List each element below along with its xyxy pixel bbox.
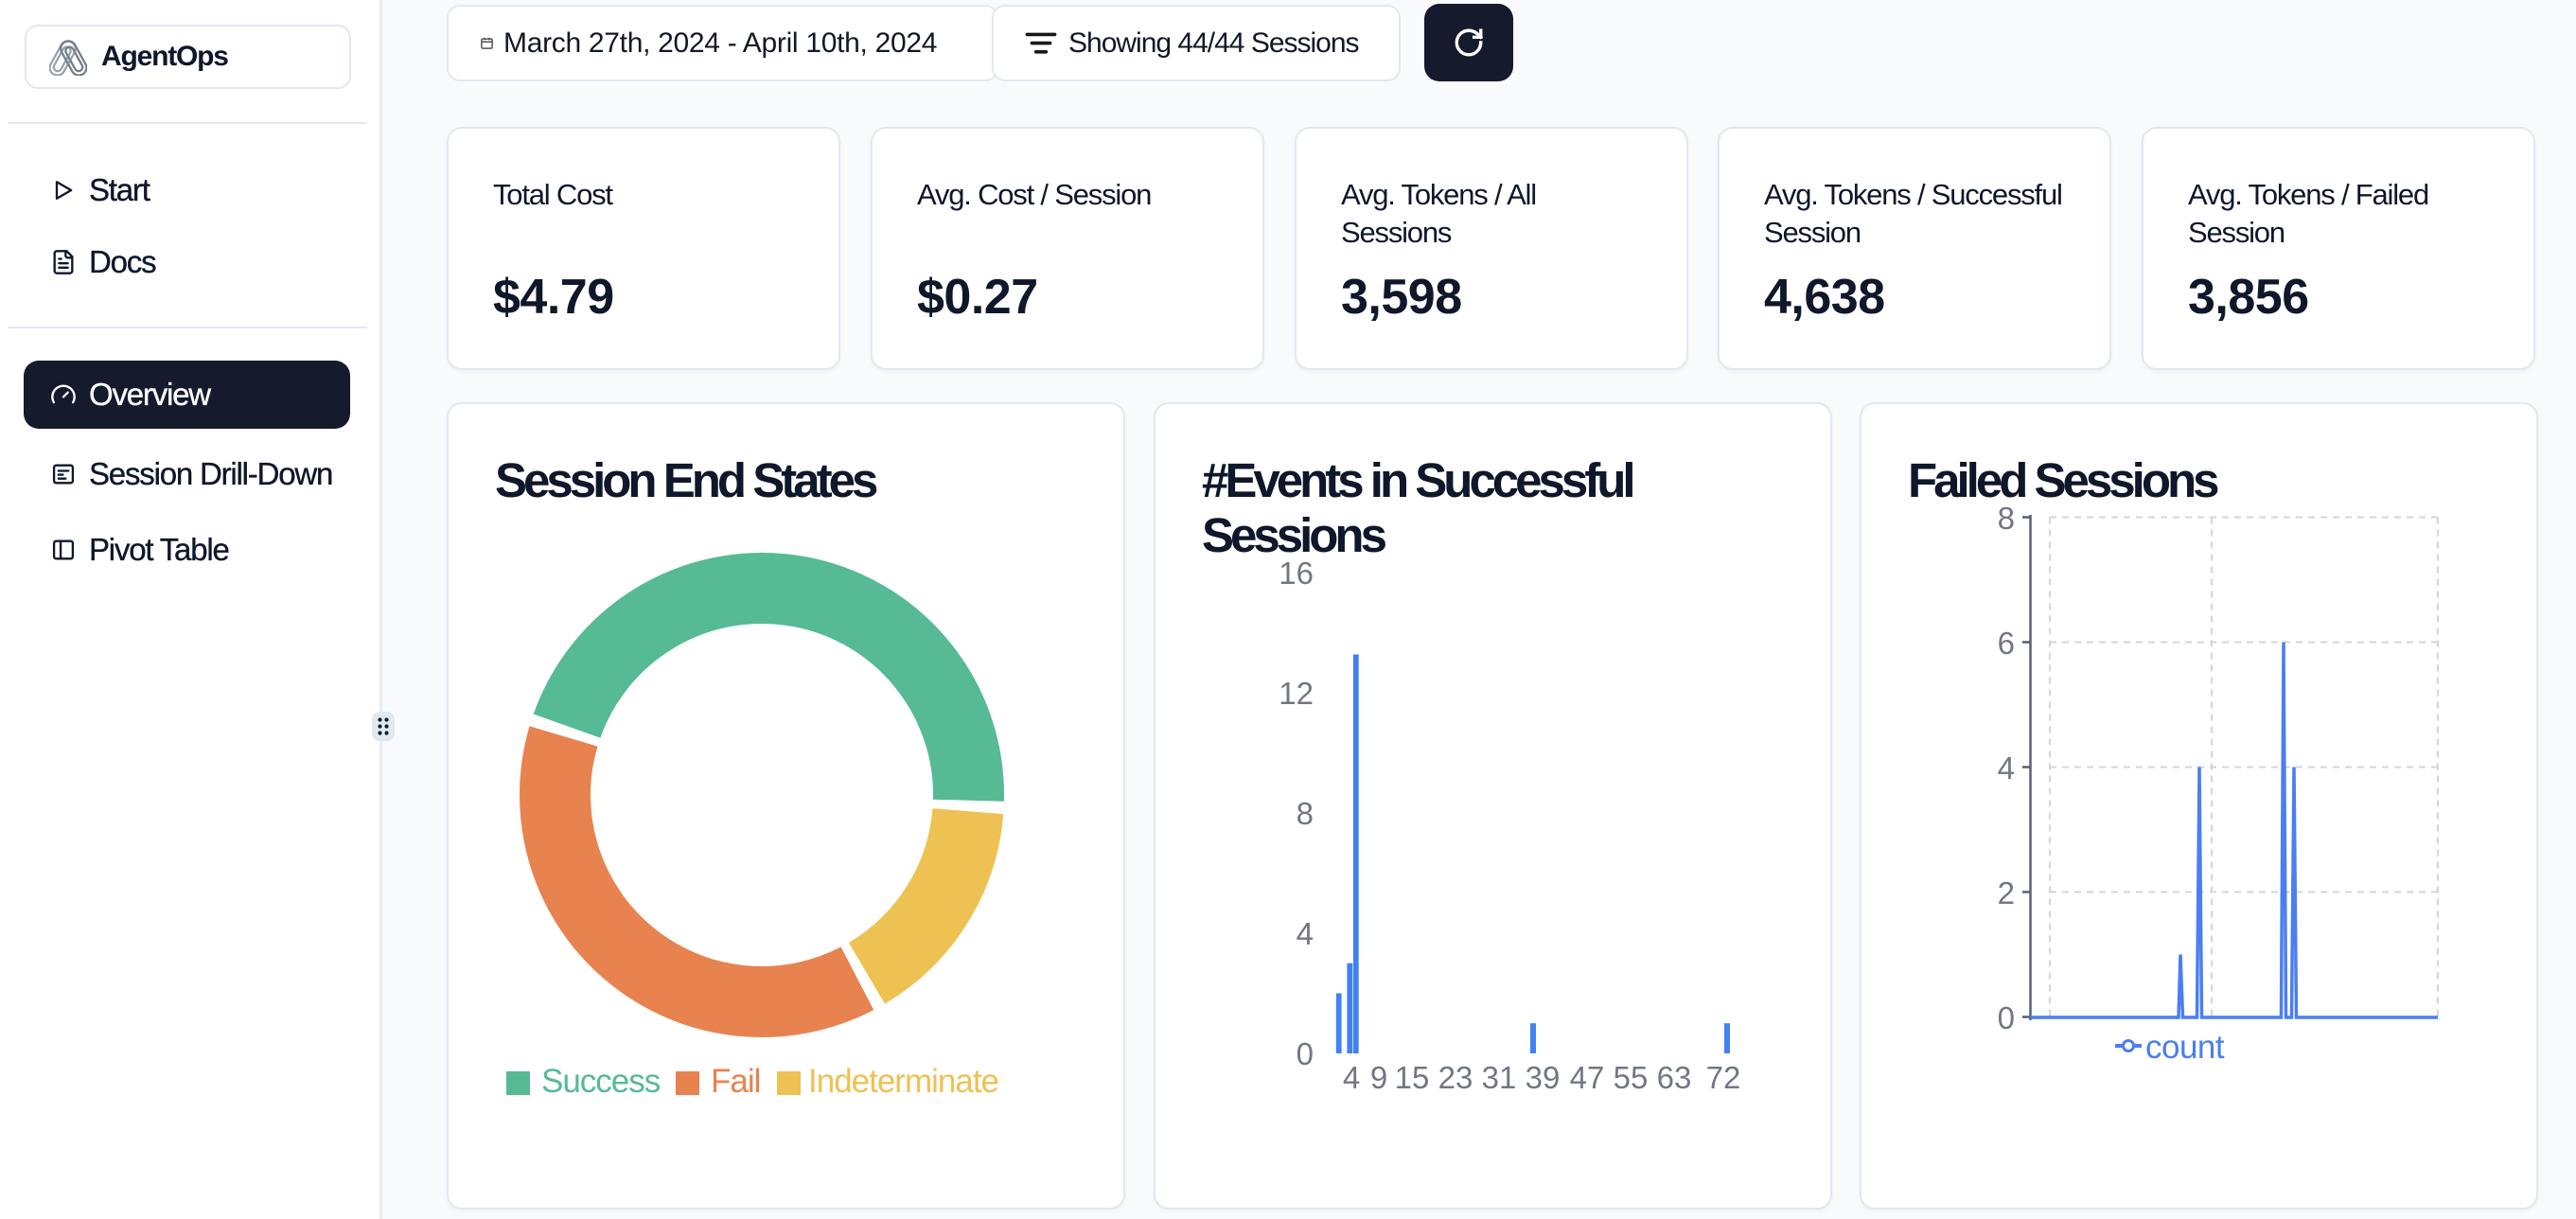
svg-text:63: 63: [1657, 1060, 1692, 1095]
svg-text:39: 39: [1526, 1060, 1561, 1095]
svg-text:12: 12: [1279, 676, 1314, 711]
svg-text:Fail: Fail: [711, 1063, 760, 1100]
svg-text:2: 2: [1998, 875, 2015, 910]
svg-text:Indeterminate: Indeterminate: [808, 1063, 998, 1100]
svg-text:count: count: [2145, 1029, 2225, 1066]
svg-text:0: 0: [1998, 1000, 2015, 1035]
svg-text:72: 72: [1706, 1060, 1741, 1095]
svg-text:4: 4: [1343, 1060, 1360, 1095]
svg-text:4: 4: [1297, 916, 1314, 951]
svg-text:31: 31: [1482, 1060, 1517, 1095]
svg-text:55: 55: [1614, 1060, 1649, 1095]
svg-text:4: 4: [1998, 751, 2015, 786]
svg-text:47: 47: [1570, 1060, 1605, 1095]
svg-text:23: 23: [1438, 1060, 1473, 1095]
svg-text:8: 8: [1297, 796, 1314, 831]
svg-text:8: 8: [1998, 501, 2015, 536]
svg-text:6: 6: [1998, 626, 2015, 661]
svg-text:9: 9: [1370, 1060, 1387, 1095]
svg-text:16: 16: [1279, 556, 1314, 591]
svg-text:0: 0: [1297, 1036, 1314, 1071]
svg-text:15: 15: [1395, 1060, 1430, 1095]
svg-text:Success: Success: [541, 1063, 661, 1100]
